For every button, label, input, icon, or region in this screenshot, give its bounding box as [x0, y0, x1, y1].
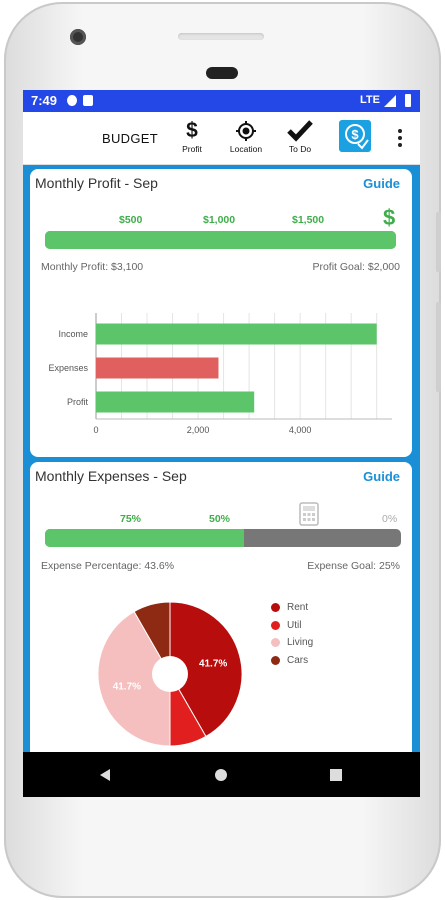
- content-area: Monthly Profit - Sep Guide $500 $1,000 $…: [23, 165, 420, 797]
- expense-progress-fill: [45, 529, 245, 547]
- legend-item-living: Living: [271, 634, 313, 652]
- signal-icon: [384, 95, 396, 107]
- card-title: Monthly Expenses - Sep: [35, 468, 187, 484]
- slice-label: 41.7%: [199, 658, 227, 669]
- expenses-legend: Rent Util Living Cars: [271, 599, 313, 669]
- app-title: BUDGET: [102, 131, 158, 146]
- category-label: Profit: [67, 397, 89, 407]
- home-icon[interactable]: [201, 752, 241, 797]
- profit-tab[interactable]: $ Profit: [172, 118, 212, 155]
- expense-progress-bar: [45, 529, 401, 547]
- bar-profit: [96, 391, 255, 413]
- location-tab[interactable]: Location: [226, 118, 266, 154]
- expense-goal-text: Expense Goal: 25%: [307, 560, 400, 572]
- profit-guide-link[interactable]: Guide: [363, 176, 400, 191]
- earpiece: [206, 67, 238, 79]
- legend-swatch: [271, 655, 280, 665]
- monthly-profit-text: Monthly Profit: $3,100: [41, 261, 144, 273]
- expenses-guide-link[interactable]: Guide: [363, 469, 400, 484]
- legend-item-util: Util: [271, 617, 313, 635]
- legend-label: Living: [287, 637, 314, 649]
- todo-tab-label: To Do: [288, 144, 312, 154]
- slice-rent: [169, 601, 243, 738]
- dollar-calculator-app-icon[interactable]: $: [339, 120, 371, 152]
- volume-button: [436, 302, 441, 392]
- income-expense-bar-chart: Income Expenses Profit 0 2,000 4,000: [48, 313, 392, 435]
- sim-icon: [83, 95, 93, 106]
- location-tab-label: Location: [229, 144, 263, 154]
- legend-swatch: [271, 638, 280, 648]
- legend-label: Util: [287, 619, 302, 631]
- screen: 7:49 LTE BUDGET $ Profit: [23, 90, 420, 797]
- profit-tick-1500: $1,500: [292, 214, 325, 226]
- profit-tick-1000: $1,000: [203, 214, 236, 226]
- system-nav-bar: [23, 752, 420, 797]
- status-bar: 7:49 LTE: [23, 90, 420, 112]
- power-button: [436, 212, 441, 272]
- card-title: Monthly Profit - Sep: [35, 175, 158, 191]
- network-label: LTE: [360, 94, 380, 106]
- monthly-profit-card: Monthly Profit - Sep Guide $500 $1,000 $…: [30, 169, 412, 457]
- svg-text:$: $: [351, 127, 359, 142]
- location-target-icon: [226, 118, 266, 144]
- x-tick-label: 4,000: [289, 425, 312, 435]
- profit-progress-bar: [45, 231, 396, 249]
- legend-swatch: [271, 620, 280, 630]
- status-time: 7:49: [31, 93, 58, 108]
- legend-item-cars: Cars: [271, 652, 313, 670]
- legend-label: Cars: [287, 654, 309, 666]
- profit-tick-500: $500: [119, 214, 143, 226]
- x-tick-label: 2,000: [187, 425, 210, 435]
- todo-tab[interactable]: To Do: [280, 118, 320, 154]
- expense-zero-label: 0%: [382, 513, 398, 525]
- bar-income: [96, 323, 377, 345]
- back-icon[interactable]: [85, 752, 125, 797]
- dollar-icon: $: [186, 119, 198, 142]
- expense-percentage-text: Expense Percentage: 43.6%: [41, 560, 175, 572]
- dollar-goal-icon: $: [383, 205, 396, 230]
- category-label: Expenses: [48, 363, 88, 373]
- legend-swatch: [271, 603, 280, 613]
- app-toolbar: BUDGET $ Profit Location: [23, 112, 420, 165]
- front-camera: [70, 29, 86, 45]
- donut-hole: [152, 656, 188, 692]
- legend-item-rent: Rent: [271, 599, 313, 617]
- recents-icon[interactable]: [316, 752, 356, 797]
- bar-expenses: [96, 357, 219, 379]
- top-speaker-grille: [178, 33, 264, 40]
- expenses-donut-chart: 41.7% 41.7%: [97, 601, 243, 747]
- calculator-icon[interactable]: [299, 502, 319, 526]
- slice-living: [97, 610, 171, 747]
- profit-goal-text: Profit Goal: $2,000: [312, 261, 400, 273]
- notification-icon: [67, 95, 77, 106]
- legend-label: Rent: [287, 602, 309, 614]
- slice-cars: [133, 601, 171, 676]
- profit-progress-fill: [45, 231, 396, 249]
- category-label: Income: [58, 329, 88, 339]
- battery-icon: [405, 94, 411, 107]
- more-vert-icon[interactable]: [395, 127, 405, 149]
- expense-tick-75: 75%: [120, 513, 142, 525]
- monthly-expenses-card: Monthly Expenses - Sep Guide 75% 50% 0% …: [30, 462, 412, 797]
- slice-label: 41.7%: [113, 682, 141, 693]
- checkmark-icon: [280, 118, 320, 144]
- profit-tab-label: Profit: [182, 144, 202, 154]
- expense-tick-50: 50%: [209, 513, 231, 525]
- x-tick-label: 0: [93, 425, 98, 435]
